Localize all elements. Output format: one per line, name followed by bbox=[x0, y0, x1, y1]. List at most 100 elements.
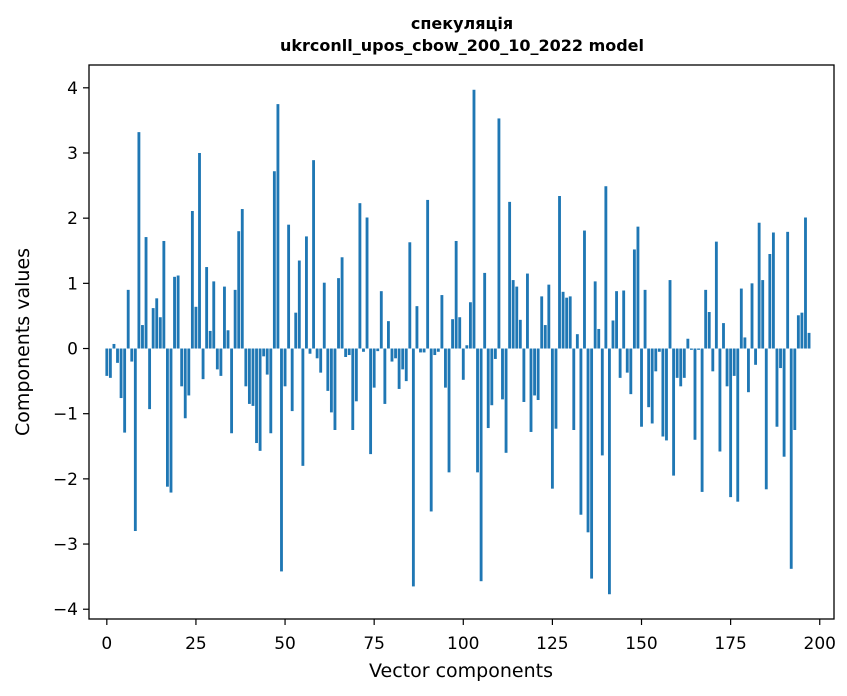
y-axis-ticks: −4 −3 −2 −1 0 1 2 3 4 bbox=[53, 79, 89, 620]
bar bbox=[240, 209, 244, 349]
bar bbox=[294, 312, 298, 349]
bar bbox=[543, 325, 547, 349]
bar bbox=[611, 320, 615, 349]
bar bbox=[383, 348, 387, 404]
bar bbox=[258, 348, 262, 451]
bar bbox=[554, 348, 558, 429]
x-tick-label: 125 bbox=[536, 634, 568, 654]
bar bbox=[219, 348, 223, 376]
bar bbox=[233, 289, 237, 349]
bar bbox=[212, 281, 216, 349]
x-tick-label: 100 bbox=[447, 634, 479, 654]
bar bbox=[183, 348, 187, 419]
chart-subtitle: ukrconll_upos_cbow_200_10_2022 model bbox=[280, 36, 644, 55]
bar bbox=[215, 348, 219, 370]
bar bbox=[643, 289, 647, 349]
bar bbox=[732, 348, 736, 376]
bar bbox=[707, 312, 711, 349]
x-tick-label: 25 bbox=[185, 634, 207, 654]
bar bbox=[672, 348, 676, 476]
bar bbox=[208, 330, 212, 349]
bar bbox=[743, 337, 747, 349]
bar bbox=[276, 104, 280, 349]
bar bbox=[333, 348, 337, 430]
y-tick-label: 2 bbox=[67, 209, 78, 229]
bar bbox=[465, 345, 469, 349]
bar bbox=[369, 348, 373, 455]
x-axis-label: Vector components bbox=[369, 660, 553, 682]
bar bbox=[419, 348, 422, 353]
bar bbox=[718, 348, 722, 452]
bar bbox=[422, 348, 426, 353]
bar bbox=[675, 348, 679, 378]
bar bbox=[340, 257, 344, 349]
bar bbox=[440, 295, 444, 349]
bar bbox=[725, 348, 729, 387]
bar bbox=[508, 201, 512, 349]
bar bbox=[230, 348, 234, 434]
bar bbox=[486, 348, 490, 429]
bar bbox=[640, 348, 643, 427]
bar bbox=[526, 273, 529, 349]
y-tick-label: −2 bbox=[53, 470, 78, 490]
bar bbox=[590, 348, 594, 579]
bar bbox=[608, 348, 611, 595]
bar bbox=[187, 348, 191, 396]
bar bbox=[194, 306, 198, 349]
bar bbox=[583, 230, 586, 349]
bar bbox=[447, 348, 451, 473]
bar bbox=[536, 348, 540, 401]
bar bbox=[158, 317, 162, 349]
bar bbox=[600, 348, 604, 456]
bar bbox=[558, 196, 561, 349]
bar bbox=[429, 348, 433, 512]
x-tick-label: 0 bbox=[101, 634, 112, 654]
bar bbox=[568, 296, 572, 349]
bar bbox=[522, 348, 526, 402]
bar bbox=[483, 272, 487, 349]
bar bbox=[362, 348, 365, 352]
bar bbox=[747, 348, 750, 393]
bar bbox=[269, 348, 273, 434]
bar bbox=[201, 348, 205, 380]
bar bbox=[775, 348, 779, 427]
y-tick-label: 4 bbox=[67, 79, 78, 99]
bar bbox=[272, 171, 276, 349]
bar bbox=[426, 199, 430, 349]
bar bbox=[547, 284, 551, 349]
bar bbox=[301, 348, 305, 466]
bar bbox=[786, 231, 790, 349]
bar bbox=[283, 348, 287, 387]
bar bbox=[722, 323, 725, 349]
bar bbox=[119, 348, 123, 399]
bar bbox=[618, 348, 622, 378]
bar bbox=[647, 348, 651, 408]
y-tick-label: 3 bbox=[67, 144, 78, 164]
bar bbox=[176, 275, 180, 349]
bar bbox=[312, 160, 315, 349]
bar bbox=[144, 237, 148, 349]
bar bbox=[394, 348, 397, 359]
bar bbox=[764, 348, 768, 490]
bar bbox=[757, 222, 761, 349]
bar bbox=[804, 217, 807, 349]
bar bbox=[472, 89, 476, 349]
bar bbox=[729, 348, 733, 498]
bar bbox=[468, 302, 472, 349]
bar bbox=[451, 319, 455, 349]
bar bbox=[625, 348, 629, 373]
bar bbox=[166, 348, 169, 487]
bar bbox=[287, 224, 291, 349]
bar bbox=[130, 348, 134, 362]
bar bbox=[504, 348, 508, 453]
bar bbox=[682, 348, 686, 378]
bar bbox=[151, 308, 155, 349]
bar bbox=[226, 330, 230, 349]
bar bbox=[586, 348, 590, 533]
bar bbox=[319, 348, 323, 373]
bar bbox=[476, 348, 479, 473]
bar bbox=[501, 348, 504, 400]
bar bbox=[322, 282, 326, 349]
bar bbox=[123, 348, 127, 433]
bar bbox=[629, 348, 633, 395]
